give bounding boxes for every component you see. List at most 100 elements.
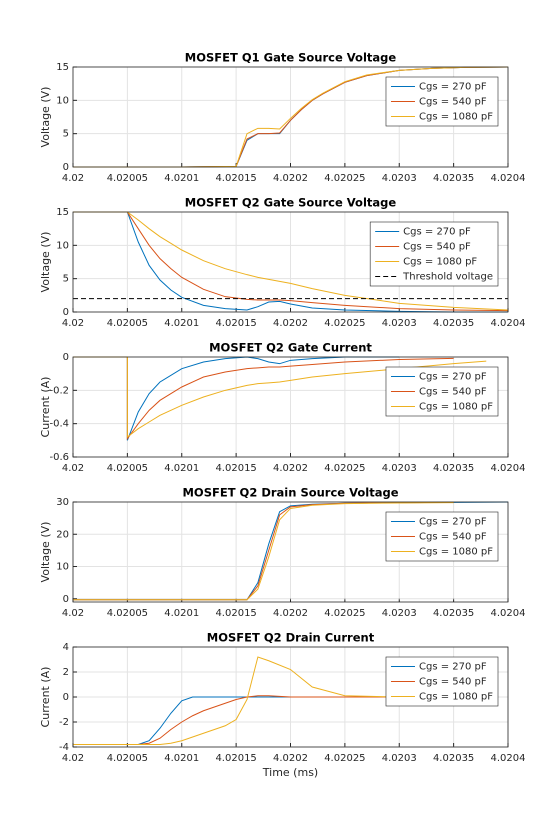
series-line [73, 356, 454, 441]
legend-label: Cgs = 1080 pF [419, 692, 493, 703]
x-tick-label: 4.0204 [491, 608, 526, 619]
x-tick-label: 4.0201 [164, 753, 199, 764]
chart-title: MOSFET Q2 Gate Source Voltage [185, 196, 397, 210]
x-tick-label: 4.0203 [382, 753, 417, 764]
legend-label: Cgs = 1080 pF [419, 402, 493, 413]
x-tick-label: 4.0203 [382, 608, 417, 619]
legend-box [385, 366, 499, 417]
series-line [73, 502, 454, 601]
x-tick-label: 4.02035 [433, 318, 474, 329]
x-tick-label: 4.02 [62, 753, 84, 764]
legend-label: Cgs = 270 pF [419, 372, 487, 383]
y-tick-label: 4 [63, 642, 69, 653]
legend: Cgs = 270 pF Cgs = 540 pF Cgs = 1080 pF [385, 656, 499, 707]
chart-title: MOSFET Q2 Drain Current [207, 631, 375, 645]
y-axis-label: Voltage (V) [39, 232, 52, 293]
x-tick-label: 4.02015 [215, 753, 256, 764]
legend: Cgs = 270 pF Cgs = 540 pF Cgs = 1080 pF [385, 511, 499, 562]
x-tick-label: 4.02025 [324, 753, 365, 764]
x-tick-label: 4.0202 [273, 463, 308, 474]
y-tick-label: 0 [63, 692, 69, 703]
x-tick-label: 4.02015 [215, 463, 256, 474]
x-tick-label: 4.02035 [433, 173, 474, 184]
subplot: 4.02 4.02005 4.0201 4.02015 4.0202 4.02025 4.0… [39, 486, 526, 620]
legend-label: Cgs = 540 pF [419, 97, 487, 108]
legend: Cgs = 270 pF Cgs = 540 pF Cgs = 1080 pF [385, 76, 499, 127]
x-tick-label: 4.02035 [433, 753, 474, 764]
subplot: 4.02 4.02005 4.0201 4.02015 4.0202 4.02025 4.0… [39, 51, 526, 185]
axes-box [72, 646, 509, 748]
y-axis-label: Current (A) [39, 377, 52, 438]
x-tick-label: 4.0201 [164, 318, 199, 329]
legend-label: Cgs = 1080 pF [419, 112, 493, 123]
legend-label: Cgs = 270 pF [419, 82, 487, 93]
x-tick-label: 4.02005 [107, 608, 148, 619]
chart-title: MOSFET Q2 Drain Source Voltage [182, 486, 398, 500]
subplot: 4.02 4.02005 4.0201 4.02015 4.0202 4.02025 4.0… [39, 196, 526, 330]
subplot: 4.02 4.02005 4.0201 4.02015 4.0202 4.02025 4.0… [39, 631, 526, 780]
legend-box [369, 221, 499, 287]
y-tick-label: 30 [56, 497, 69, 508]
axes-box [72, 501, 509, 603]
x-tick-label: 4.02035 [433, 608, 474, 619]
series-line [73, 211, 509, 311]
x-tick-label: 4.0201 [164, 463, 199, 474]
series-line [73, 211, 508, 313]
y-tick-label: 20 [56, 529, 69, 540]
x-tick-label: 4.0204 [491, 173, 526, 184]
y-tick-label: 10 [56, 240, 69, 251]
y-axis-label: Voltage (V) [39, 522, 52, 583]
x-tick-label: 4.0204 [491, 753, 526, 764]
series-line [73, 356, 487, 439]
x-tick-label: 4.0204 [491, 318, 526, 329]
x-tick-label: 4.0204 [491, 463, 526, 474]
series-line [73, 695, 454, 745]
x-tick-label: 4.02025 [324, 463, 365, 474]
x-tick-label: 4.0201 [164, 173, 199, 184]
x-tick-label: 4.0203 [382, 318, 417, 329]
series-line [73, 66, 509, 168]
y-tick-label: -2 [59, 717, 69, 728]
x-tick-label: 4.0203 [382, 173, 417, 184]
y-tick-label: 5 [63, 274, 69, 285]
legend-label: Cgs = 1080 pF [403, 257, 477, 268]
y-tick-label: -0.2 [49, 385, 69, 396]
x-tick-label: 4.02015 [215, 608, 256, 619]
y-tick-label: 10 [56, 95, 69, 106]
x-tick-label: 4.0202 [273, 318, 308, 329]
y-axis-label: Current (A) [39, 667, 52, 728]
x-tick-label: 4.02 [62, 318, 84, 329]
subplot: 4.02 4.02005 4.0201 4.02015 4.0202 4.02025 4.0… [39, 341, 526, 475]
x-tick-label: 4.0202 [273, 173, 308, 184]
x-tick-label: 4.02015 [215, 318, 256, 329]
legend-label: Cgs = 270 pF [403, 227, 471, 238]
axes-box [72, 211, 509, 313]
y-tick-label: -0.6 [49, 452, 69, 463]
axes-box [72, 356, 509, 458]
legend: Cgs = 270 pF Cgs = 540 pF Cgs = 1080 pF [385, 366, 499, 417]
legend-label: Cgs = 540 pF [419, 387, 487, 398]
y-tick-label: 2 [63, 667, 69, 678]
x-tick-label: 4.0201 [164, 608, 199, 619]
y-tick-label: 0 [63, 162, 69, 173]
x-tick-label: 4.02 [62, 173, 84, 184]
legend-label: Cgs = 540 pF [419, 532, 487, 543]
legend-label: Cgs = 270 pF [419, 662, 487, 673]
x-tick-label: 4.0202 [273, 608, 308, 619]
x-axis-label: Time (ms) [262, 766, 318, 779]
y-tick-label: 15 [56, 62, 69, 73]
x-tick-label: 4.02025 [324, 608, 365, 619]
axes-box [72, 66, 509, 168]
x-tick-label: 4.02035 [433, 463, 474, 474]
y-tick-label: 0 [63, 307, 69, 318]
series-line [73, 356, 400, 441]
x-tick-label: 4.02 [62, 608, 84, 619]
y-tick-label: 5 [63, 129, 69, 140]
legend-label: Cgs = 1080 pF [419, 547, 493, 558]
legend: Cgs = 270 pF Cgs = 540 pF Cgs = 1080 pF Thr… [369, 221, 499, 287]
y-tick-label: -4 [59, 742, 69, 753]
x-tick-label: 4.02 [62, 463, 84, 474]
y-tick-label: 0 [63, 594, 69, 605]
y-tick-label: 15 [56, 207, 69, 218]
